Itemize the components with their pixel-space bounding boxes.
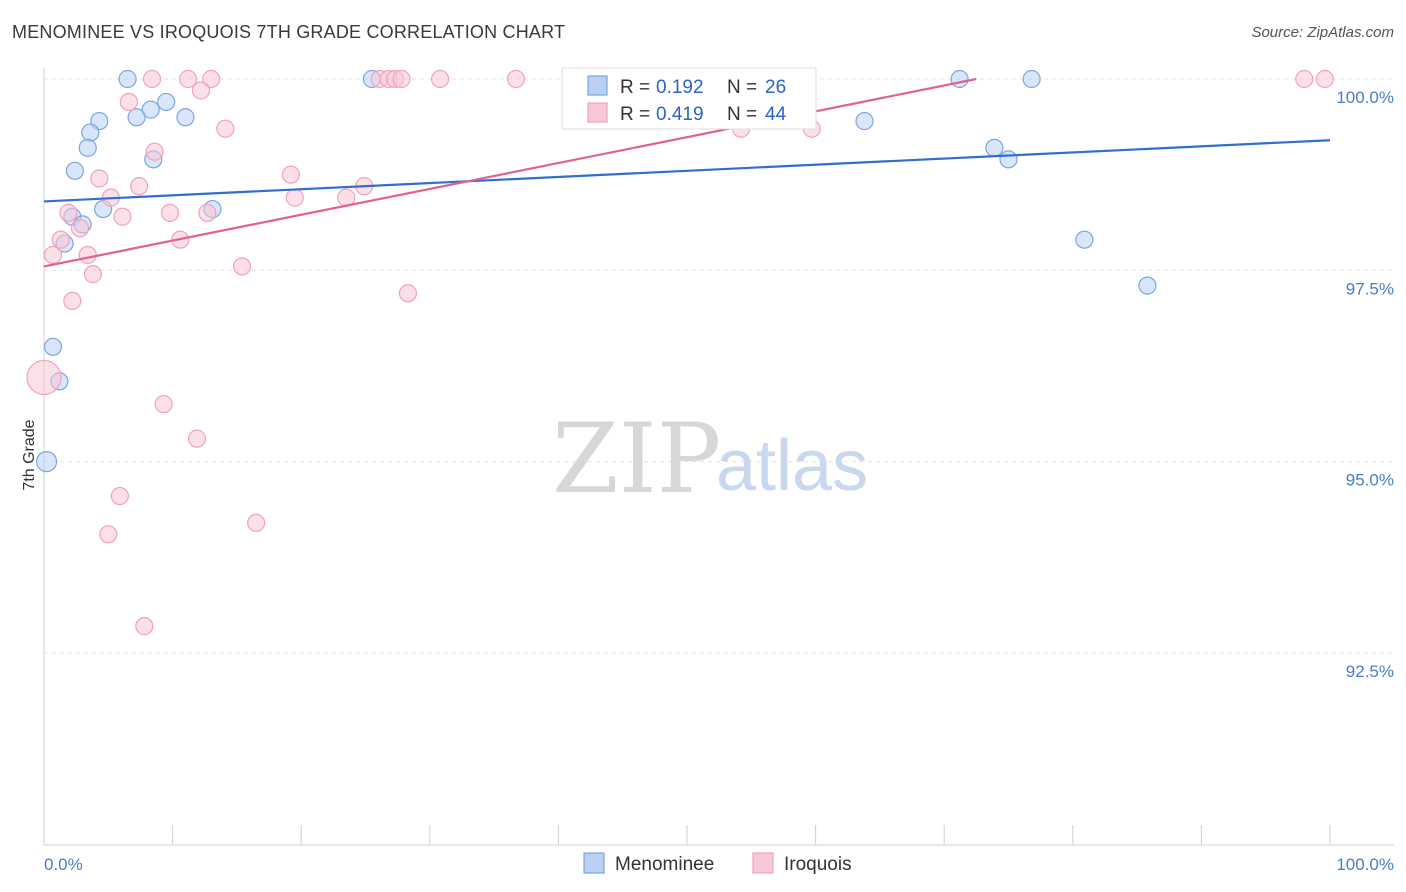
menominee-bottom-legend-swatch (583, 852, 605, 874)
iroquois-point (113, 207, 132, 226)
menominee-point (78, 138, 97, 157)
menominee-point (118, 69, 137, 89)
iroquois-bottom-legend-label: Iroquois (784, 854, 852, 875)
menominee-point (35, 451, 58, 473)
menominee-trend-line (43, 139, 1331, 203)
iroquois-point (70, 219, 90, 238)
menominee-bottom-legend-label: Menominee (615, 854, 714, 875)
menominee-point (950, 69, 969, 89)
trend-lines (43, 77, 1331, 268)
iroquois-point (178, 69, 198, 89)
iroquois-point (110, 486, 129, 506)
menominee-point (157, 92, 176, 112)
menominee-point (985, 138, 1004, 157)
iroquois-point (202, 69, 221, 89)
iroquois-point (187, 429, 207, 448)
iroquois-point (191, 81, 210, 100)
iroquois-point (142, 69, 162, 89)
iroquois-point (59, 203, 78, 223)
y-tick-label: 95.0% (1346, 471, 1394, 490)
iroquois-point (43, 245, 63, 265)
iroquois-point (1295, 69, 1314, 89)
y-tick-label: 92.5% (1346, 662, 1394, 681)
iroquois-point (247, 513, 266, 532)
menominee-point (81, 123, 100, 142)
iroquois-bottom-legend-swatch (752, 852, 774, 874)
iroquois-point (145, 142, 164, 161)
iroquois-point (130, 177, 149, 196)
x-tick-label: 0.0% (44, 855, 83, 874)
menominee-legend-n-value: 26 (765, 77, 786, 98)
iroquois-point (216, 119, 235, 138)
grid-lines (44, 78, 1394, 654)
iroquois-legend-r-label: R = (620, 104, 650, 125)
menominee-point (127, 108, 146, 127)
iroquois-legend-r-value: 0.419 (656, 104, 704, 125)
iroquois-point (198, 203, 217, 223)
y-tick-label: 100.0% (1336, 88, 1394, 107)
iroquois-point (26, 359, 62, 396)
menominee-point (999, 150, 1018, 169)
iroquois-legend-swatch (587, 102, 608, 123)
menominee-legend-r-value: 0.192 (656, 77, 704, 98)
menominee-legend-n-label: N = (727, 77, 757, 98)
iroquois-legend-n-value: 44 (765, 104, 787, 125)
menominee-point (65, 161, 84, 180)
y-tick-label: 97.5% (1346, 279, 1394, 298)
iroquois-point (119, 92, 138, 112)
chart-title: MENOMINEE VS IROQUOIS 7TH GRADE CORRELAT… (12, 22, 566, 42)
iroquois-point (63, 291, 82, 311)
iroquois-point (398, 284, 418, 303)
iroquois-point (232, 257, 252, 276)
iroquois-point (51, 230, 70, 249)
watermark-atlas: atlas (716, 426, 868, 506)
iroquois-trend-line (43, 77, 977, 268)
iroquois-point (392, 69, 411, 89)
iroquois-point (99, 525, 118, 544)
menominee-legend-r-label: R = (620, 77, 650, 98)
menominee-point (176, 108, 195, 127)
iroquois-legend-n-label: N = (727, 104, 757, 125)
iroquois-point (90, 169, 109, 188)
iroquois-point (160, 203, 180, 223)
iroquois-point (281, 165, 301, 184)
menominee-point (855, 111, 874, 131)
bottom-legend: Menominee Iroquois (583, 852, 852, 875)
source-label: Source: ZipAtlas.com (1251, 24, 1394, 41)
menominee-point (43, 337, 63, 356)
iroquois-point (78, 245, 97, 265)
iroquois-point (1315, 69, 1334, 89)
legend: R = 0.192 N = 26 R = 0.419 N = 44 (561, 67, 817, 130)
iroquois-point (135, 617, 154, 636)
y-axis-label: 7th Grade (21, 419, 38, 490)
iroquois-point (285, 188, 304, 207)
iroquois-point (83, 265, 102, 284)
menominee-point (141, 100, 160, 119)
watermark-zip: ZIP (552, 403, 721, 515)
menominee-point (1022, 69, 1041, 89)
iroquois-point (430, 69, 450, 89)
menominee-point (1075, 230, 1094, 249)
iroquois-point (154, 395, 173, 414)
axis-labels: 100.0% 97.5% 95.0% 92.5% 0.0% 100.0% 7th Grade (21, 88, 1394, 874)
menominee-legend-swatch (587, 75, 608, 96)
menominee-point (1138, 276, 1157, 295)
iroquois-point (506, 69, 526, 89)
x-tick-label: 100.0% (1336, 855, 1394, 874)
data-points (26, 69, 1334, 636)
